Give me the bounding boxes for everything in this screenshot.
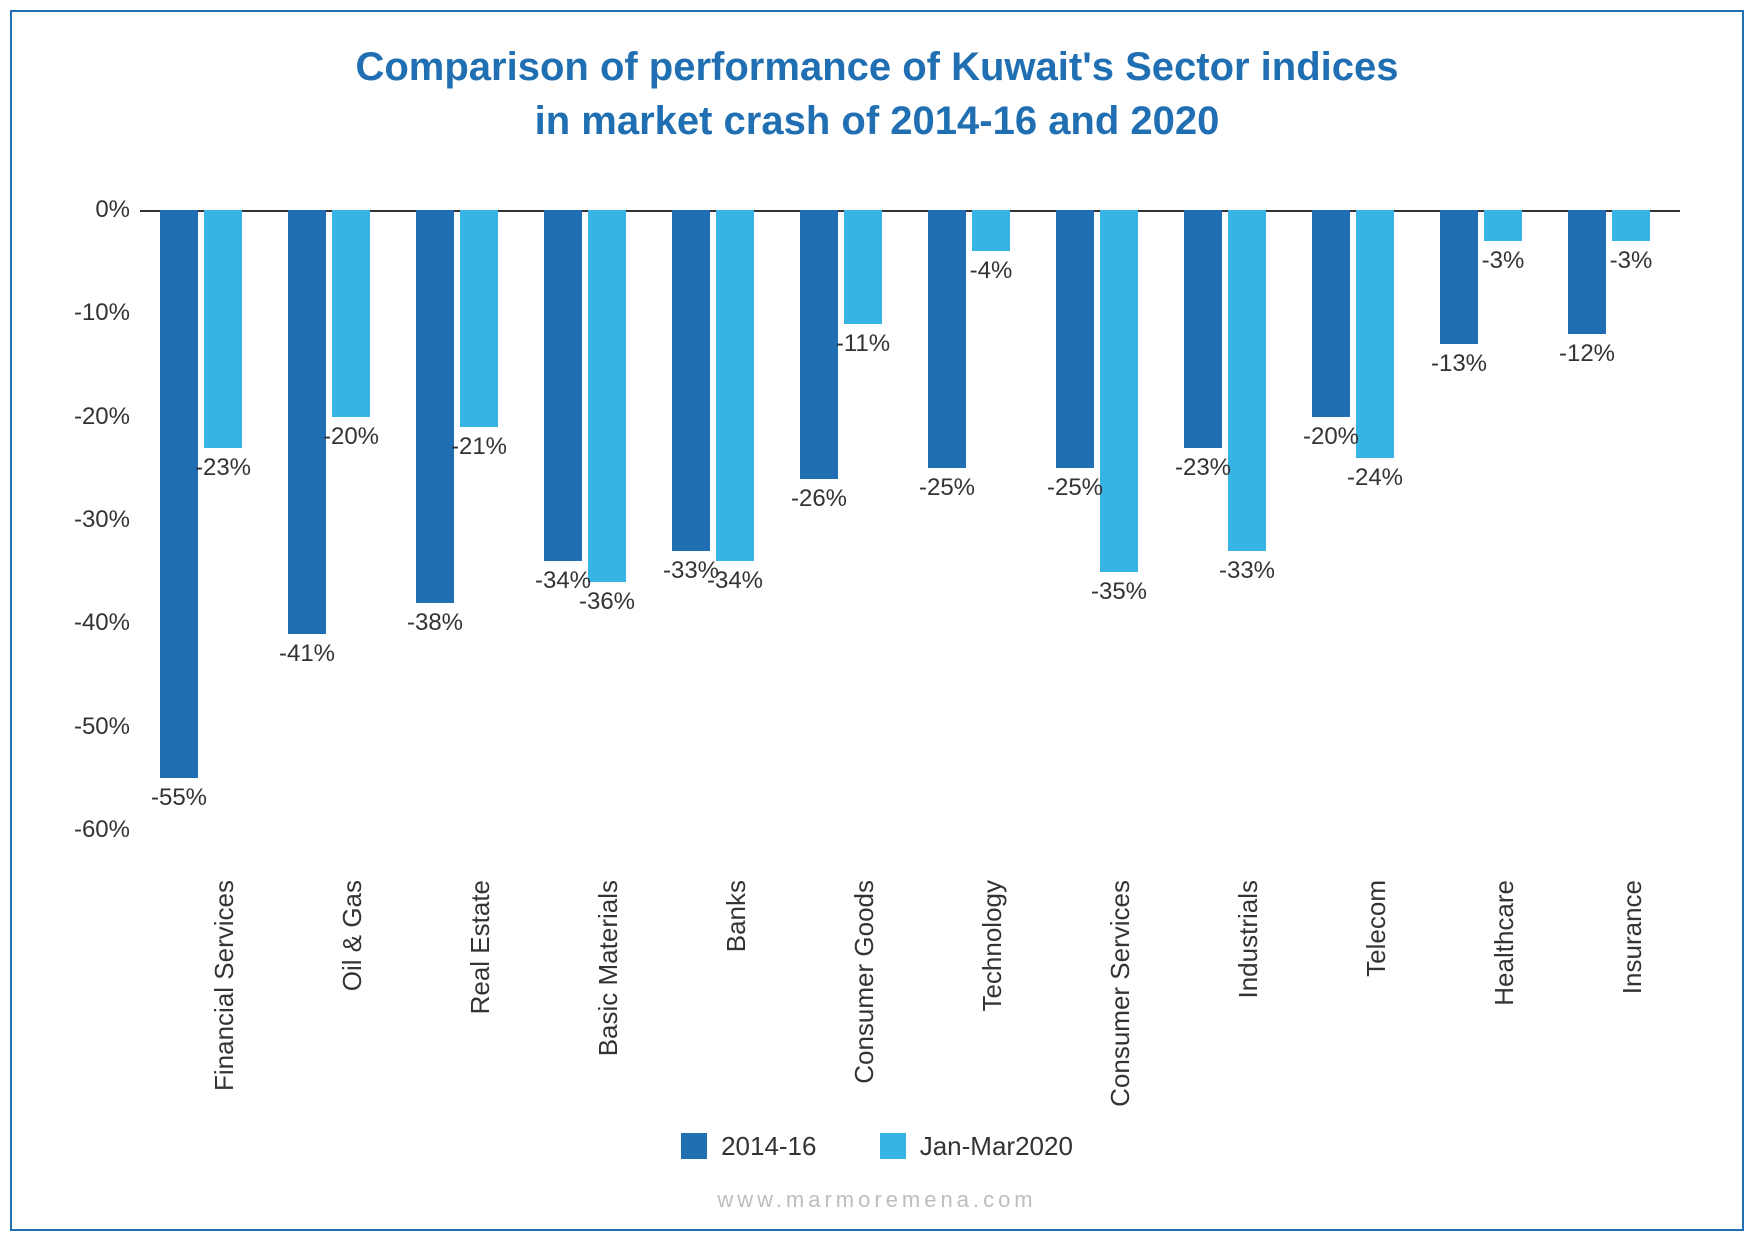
bar-janmar2020 <box>1612 210 1650 241</box>
ytick-label: 0% <box>20 196 130 224</box>
footer-url: www.marmoremena.com <box>0 1187 1754 1213</box>
plot-area: 0%-10%-20%-30%-40%-50%-60%-55%-23%-41%-2… <box>140 210 1680 830</box>
bar-label-janmar2020: -23% <box>163 454 283 482</box>
legend-swatch-2014-16 <box>681 1133 707 1159</box>
bar-label-2014-16: -25% <box>887 474 1007 502</box>
category-label: Oil & Gas <box>337 880 368 991</box>
bar-label-2014-16: -41% <box>247 640 367 668</box>
bar-janmar2020 <box>332 210 370 417</box>
ytick-label: -60% <box>20 816 130 844</box>
bar-label-janmar2020: -20% <box>291 423 411 451</box>
bar-label-janmar2020: -4% <box>931 257 1051 285</box>
chart-title-line2: in market crash of 2014-16 and 2020 <box>0 94 1754 148</box>
bar-label-2014-16: -23% <box>1143 454 1263 482</box>
bar-label-janmar2020: -34% <box>675 567 795 595</box>
bar-janmar2020 <box>972 210 1010 251</box>
bar-janmar2020 <box>1100 210 1138 572</box>
bar-janmar2020 <box>1356 210 1394 458</box>
chart-title: Comparison of performance of Kuwait's Se… <box>0 40 1754 148</box>
legend: 2014-16 Jan-Mar2020 <box>0 1131 1754 1167</box>
legend-label-janmar2020: Jan-Mar2020 <box>920 1131 1073 1162</box>
category-label: Industrials <box>1233 880 1264 999</box>
bar-janmar2020 <box>588 210 626 582</box>
bar-label-2014-16: -55% <box>119 784 239 812</box>
bar-2014-16 <box>1184 210 1222 448</box>
bar-label-janmar2020: -21% <box>419 433 539 461</box>
chart-title-line1: Comparison of performance of Kuwait's Se… <box>0 40 1754 94</box>
category-label: Insurance <box>1617 880 1648 994</box>
category-label: Basic Materials <box>593 880 624 1056</box>
bar-label-janmar2020: -11% <box>803 330 923 358</box>
bar-janmar2020 <box>460 210 498 427</box>
bar-label-2014-16: -20% <box>1271 423 1391 451</box>
bar-label-2014-16: -26% <box>759 485 879 513</box>
bar-2014-16 <box>672 210 710 551</box>
legend-label-2014-16: 2014-16 <box>721 1131 816 1162</box>
bar-2014-16 <box>1056 210 1094 468</box>
legend-item-janmar2020: Jan-Mar2020 <box>880 1131 1073 1162</box>
bar-label-janmar2020: -24% <box>1315 464 1435 492</box>
legend-swatch-janmar2020 <box>880 1133 906 1159</box>
bar-label-janmar2020: -33% <box>1187 557 1307 585</box>
bar-label-2014-16: -13% <box>1399 350 1519 378</box>
bar-2014-16 <box>1312 210 1350 417</box>
category-label: Telecom <box>1361 880 1392 977</box>
bar-2014-16 <box>1440 210 1478 344</box>
category-label: Banks <box>721 880 752 952</box>
ytick-label: -50% <box>20 713 130 741</box>
bar-janmar2020 <box>844 210 882 324</box>
category-label: Consumer Goods <box>849 880 880 1084</box>
bar-2014-16 <box>416 210 454 603</box>
category-label: Technology <box>977 880 1008 1012</box>
bar-label-2014-16: -38% <box>375 609 495 637</box>
bar-janmar2020 <box>1228 210 1266 551</box>
category-label: Consumer Services <box>1105 880 1136 1107</box>
bar-janmar2020 <box>716 210 754 561</box>
bar-2014-16 <box>544 210 582 561</box>
bar-label-2014-16: -25% <box>1015 474 1135 502</box>
bar-label-janmar2020: -3% <box>1443 247 1563 275</box>
bar-janmar2020 <box>204 210 242 448</box>
ytick-label: -10% <box>20 299 130 327</box>
ytick-label: -40% <box>20 609 130 637</box>
ytick-label: -20% <box>20 403 130 431</box>
bar-label-janmar2020: -3% <box>1571 247 1691 275</box>
category-label: Financial Services <box>209 880 240 1091</box>
bar-2014-16 <box>928 210 966 468</box>
bar-label-janmar2020: -36% <box>547 588 667 616</box>
category-label: Real Estate <box>465 880 496 1014</box>
bar-label-2014-16: -12% <box>1527 340 1647 368</box>
bar-2014-16 <box>160 210 198 778</box>
legend-item-2014-16: 2014-16 <box>681 1131 816 1162</box>
bar-janmar2020 <box>1484 210 1522 241</box>
ytick-label: -30% <box>20 506 130 534</box>
category-label: Healthcare <box>1489 880 1520 1006</box>
bar-label-janmar2020: -35% <box>1059 578 1179 606</box>
